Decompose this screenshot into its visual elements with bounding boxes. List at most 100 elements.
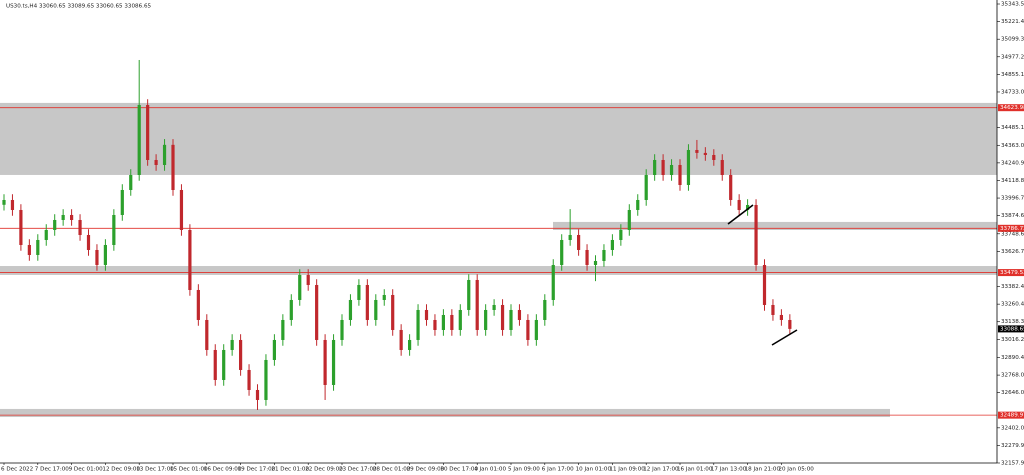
y-tick-label: 33626.70 [1001,249,1024,255]
y-tick-label: 34855.10 [1001,72,1024,78]
x-tick-label: 30 Dec 17:00 [440,467,478,473]
candle-body [526,319,530,340]
x-tick-label: 12 Jan 17:00 [643,467,679,473]
x-tick-label: 10 Jan 01:00 [576,467,612,473]
candle-body [70,214,74,220]
x-tick-label: 28 Dec 01:00 [373,467,411,473]
candle-body [289,299,293,320]
y-tick-label: 33260.40 [1001,302,1024,308]
candle-body [272,339,276,360]
x-tick-label: 22 Dec 09:00 [305,467,343,473]
trend-line [727,204,754,225]
candle-body [703,152,707,155]
y-tick-label: 33138.30 [1001,319,1024,325]
candle-body [222,349,226,380]
candle-body [779,314,783,320]
y-tick-label: 33996.70 [1001,196,1024,202]
candle-body [416,309,420,340]
candle-body [585,249,589,265]
x-tick-label: 5 Jan 09:00 [508,467,540,473]
candle-body [230,339,234,350]
x-tick-label: 16 Dec 09:00 [204,467,242,473]
x-tick-label: 19 Dec 17:00 [238,467,276,473]
candle-body [644,174,648,200]
level-tag [998,104,1024,112]
candle-body [458,309,462,330]
level-label: 33479.53 [1000,270,1024,276]
y-tick-label: 35221.40 [1001,19,1024,25]
candle-body [27,244,31,255]
y-tick-label: 34240.90 [1001,160,1024,166]
level-label: 34623.98 [1000,105,1024,111]
candle-body [188,229,192,290]
candles [2,59,792,410]
candle-body [636,199,640,210]
candle-body [154,159,158,165]
zone [0,102,997,175]
candle-body [424,309,429,320]
candle-body [95,249,99,265]
zone [553,221,997,231]
candle-body [627,209,631,230]
candle-body [213,349,217,380]
candle-body [196,289,200,320]
candle-body [315,284,319,340]
x-tick-label: 12 Dec 09:00 [102,467,140,473]
candle-body [560,239,564,265]
zone [0,266,997,275]
candle-body [695,149,699,153]
zones [0,102,997,418]
level-tag [998,269,1024,277]
candle-body [746,204,750,210]
candle-body [36,239,40,255]
y-tick-label: 34363.00 [1001,143,1024,149]
candle-body [86,234,91,250]
x-tick-label: 29 Dec 09:00 [407,467,445,473]
candle-body [788,319,792,329]
candle-body [129,174,133,190]
x-tick-label: 15 Dec 01:00 [170,467,208,473]
candle-body [517,309,522,320]
candle-body [534,319,538,340]
x-tick-label: 20 Jan 05:00 [778,467,814,473]
trend-line [771,329,798,346]
candle-body [205,319,209,350]
candle-body [551,264,555,300]
candle-body [137,104,141,175]
candle-body [686,149,691,185]
candle-body [298,274,302,300]
candle-body [492,304,496,310]
candle-body [602,249,606,261]
level-tag [998,411,1024,419]
candle-body [323,339,327,385]
candle-body [771,304,775,315]
x-tick-label: 13 Dec 17:00 [136,467,174,473]
y-tick-label: 32279.90 [1001,443,1024,449]
candle-body [661,159,665,175]
candle-body [737,199,741,210]
candle-body [450,314,454,330]
y-tick-label: 33748.60 [1001,231,1024,237]
candle-body [374,299,378,320]
last-price-tag [998,325,1024,333]
candle-body [500,304,505,330]
candle-body [619,229,623,240]
candle-body [762,264,767,305]
candle-body [112,214,116,245]
candle-body [120,189,124,215]
candle-body [433,319,437,330]
level-tag [998,224,1024,232]
last-price-label: 33088.65 [1000,326,1024,332]
candle-body [568,234,572,240]
x-tick-label: 21 Dec 01:00 [271,467,309,473]
y-tick-label: 34977.20 [1001,54,1024,60]
candle-body [729,174,733,200]
zone [0,408,890,418]
x-tick-label: 16 Jan 01:00 [677,467,713,473]
candle-body [441,314,445,330]
candle-body [264,359,268,400]
candle-body [382,294,386,300]
candle-body [678,164,682,185]
